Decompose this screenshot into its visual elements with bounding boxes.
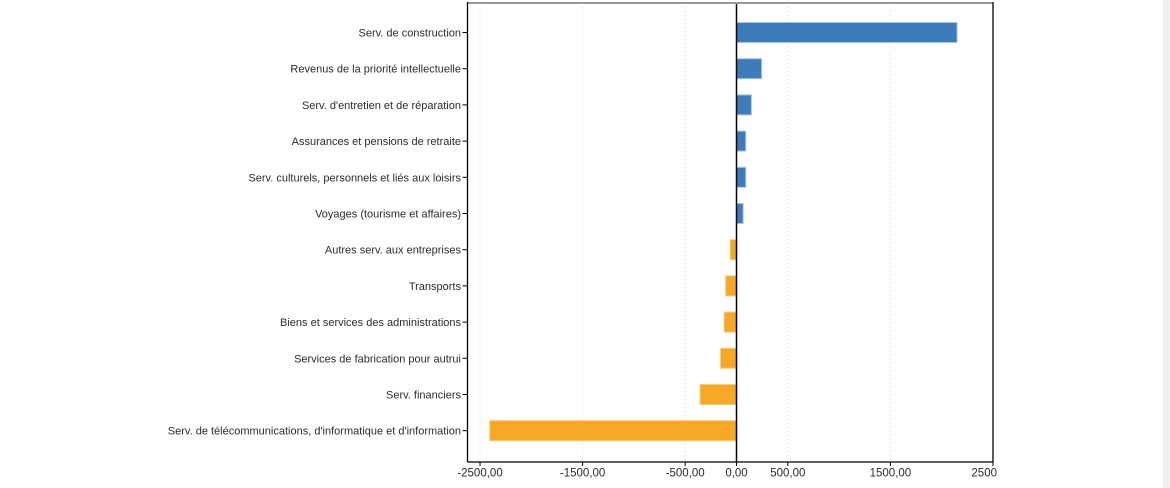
bar[interactable] — [699, 384, 738, 405]
bar[interactable] — [720, 347, 738, 369]
category-label: Autres serv. aux entreprises — [325, 245, 462, 257]
bar[interactable] — [723, 311, 738, 333]
category-label: Serv. financiers — [386, 390, 461, 402]
category-label: Services de fabrication pour autrui — [294, 353, 461, 365]
category-label: Revenus de la priorité intellectuelle — [290, 64, 461, 76]
bar[interactable] — [729, 239, 738, 261]
x-tick-label: 0,00 — [725, 468, 747, 480]
category-label: Serv. d'entretien et de réparation — [302, 100, 461, 112]
bar[interactable] — [736, 203, 744, 224]
category-label: Voyages (tourisme et affaires) — [315, 209, 461, 221]
bar[interactable] — [736, 58, 763, 80]
bar[interactable] — [736, 130, 747, 152]
bar[interactable] — [725, 275, 738, 297]
category-label: Serv. de construction — [358, 28, 461, 40]
x-tick-label: 500,00 — [770, 468, 805, 480]
x-tick-label: -2500,00 — [457, 468, 502, 480]
bar[interactable] — [736, 166, 747, 188]
x-tick-label: -500,00 — [666, 468, 705, 480]
category-label: Assurances et pensions de retraite — [292, 136, 461, 148]
category-label: Biens et services des administrations — [280, 317, 461, 329]
x-tick-label: 1500,00 — [870, 468, 912, 480]
scrollbar-gutter — [1163, 0, 1170, 488]
bar[interactable] — [736, 94, 752, 116]
x-tick-label: 2500 — [971, 468, 997, 480]
bar[interactable] — [736, 22, 958, 43]
category-label: Serv. de télécommunications, d'informati… — [168, 426, 461, 438]
x-tick-label: -1500,00 — [560, 468, 605, 480]
category-label: Transports — [409, 281, 462, 293]
category-label: Serv. culturels, personnels et liés aux … — [248, 172, 461, 184]
bar[interactable] — [489, 420, 738, 442]
